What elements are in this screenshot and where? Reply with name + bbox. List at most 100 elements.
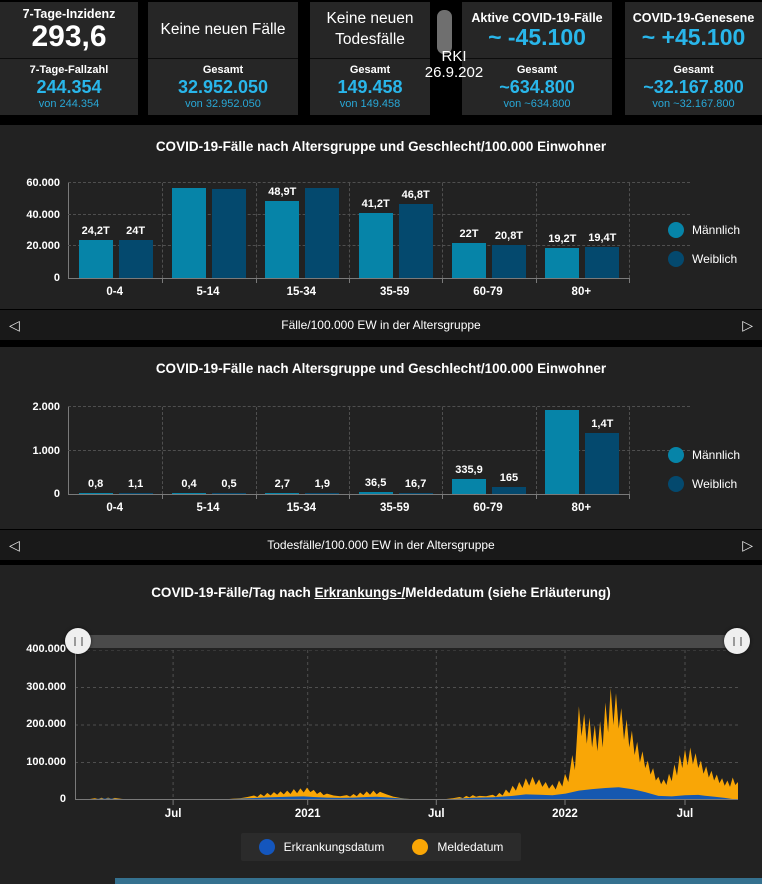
axis-tick bbox=[162, 278, 164, 283]
bar-weiblich-15-34[interactable] bbox=[305, 187, 340, 278]
area-erkrankungsdatum[interactable] bbox=[75, 787, 738, 800]
card-sub-value: ~32.167.800 bbox=[643, 76, 744, 97]
card-message: Keine neuen Todesfälle bbox=[326, 10, 414, 48]
bar-weiblich-5-14[interactable] bbox=[211, 492, 246, 494]
cases-footer-label: Fälle/100.000 EW in der Altersgruppe bbox=[281, 318, 481, 332]
time-range-slider-handle-left[interactable] bbox=[65, 628, 91, 654]
bar-group-5-14: 0,4 0,5 bbox=[162, 407, 255, 494]
barwrap: 1,9 bbox=[305, 407, 340, 494]
card-aktive-faelle[interactable]: Aktive COVID-19-Fälle ~ -45.100 Gesamt ~… bbox=[462, 2, 612, 115]
prev-chart-arrow-icon[interactable]: ◁ bbox=[9, 317, 20, 333]
gridline bbox=[255, 407, 257, 494]
timeline-area-chart[interactable] bbox=[75, 650, 738, 806]
bar-weiblich-35-59[interactable] bbox=[398, 203, 433, 278]
erkrankungsdatum-link[interactable]: Erkrankungs-/ bbox=[314, 585, 406, 600]
barwrap: 1,4T bbox=[585, 407, 620, 494]
legend-item-weiblich[interactable]: Weiblich bbox=[668, 476, 740, 492]
scrollbar-thumb[interactable] bbox=[437, 10, 452, 54]
barwrap: 20,8T bbox=[491, 183, 526, 278]
time-range-slider-track[interactable] bbox=[72, 635, 742, 648]
bar-weiblich-60-79[interactable] bbox=[491, 245, 526, 278]
watermark-line1: RKI bbox=[441, 48, 467, 65]
barwrap: 16,7 bbox=[398, 407, 433, 494]
bar-männlich-35-59[interactable] bbox=[358, 492, 393, 494]
bar-value-label: 0,5 bbox=[221, 477, 237, 490]
deaths-footer-label: Todesfälle/100.000 EW in der Altersgrupp… bbox=[267, 538, 495, 552]
legend-item-erkrankungsdatum[interactable]: Erkrankungsdatum bbox=[258, 839, 384, 855]
bar-weiblich-0-4[interactable] bbox=[118, 240, 153, 278]
gridline bbox=[162, 407, 164, 494]
card-7-tage-inzidenz[interactable]: 7-Tage-Inzidenz 293,6 7-Tage-Fallzahl 24… bbox=[0, 2, 138, 115]
deaths-x-axis-labels: 0-4 5-14 15-34 35-59 60-79 80+ bbox=[68, 502, 628, 514]
y-tick-label: 400.000 bbox=[26, 643, 66, 655]
card-sub-label: 7-Tage-Fallzahl bbox=[29, 63, 109, 76]
chart-title: COVID-19-Fälle nach Altersgruppe und Ges… bbox=[155, 139, 607, 154]
card-neue-todesfaelle[interactable]: Keine neuen Todesfälle Gesamt 149.458 vo… bbox=[310, 2, 430, 115]
y-tick-label: 40.000 bbox=[26, 208, 60, 221]
bar-männlich-60-79[interactable] bbox=[451, 243, 486, 278]
card-message: Keine neuen Fälle bbox=[160, 20, 286, 38]
x-category-label: 0-4 bbox=[106, 286, 123, 298]
bar-männlich-0-4[interactable] bbox=[78, 239, 113, 278]
barwrap: 1,1 bbox=[118, 407, 153, 494]
barwrap: 48,9T bbox=[265, 183, 300, 278]
legend-item-männlich[interactable]: Männlich bbox=[668, 222, 740, 238]
barwrap: 0,5 bbox=[211, 407, 246, 494]
bar-value-label: 24,2T bbox=[81, 224, 110, 237]
card-sub-label: Gesamt bbox=[673, 63, 714, 76]
bar-weiblich-35-59[interactable] bbox=[398, 492, 433, 494]
card-sub-label: Gesamt bbox=[349, 63, 391, 76]
legend-item-weiblich[interactable]: Weiblich bbox=[668, 251, 740, 267]
area-meldedatum[interactable] bbox=[75, 688, 738, 800]
cases-gender-legend: Männlich Weiblich bbox=[668, 222, 740, 267]
legend-item-meldedatum[interactable]: Meldedatum bbox=[412, 839, 503, 855]
bar-weiblich-80+[interactable] bbox=[585, 433, 620, 494]
bar-männlich-80+[interactable] bbox=[545, 247, 580, 278]
bar-value-label: 1,1 bbox=[128, 477, 144, 490]
bar-weiblich-15-34[interactable] bbox=[305, 492, 340, 494]
bar-männlich-35-59[interactable] bbox=[358, 212, 393, 278]
axis-tick bbox=[442, 494, 444, 499]
card-neue-faelle[interactable]: Keine neuen Fälle Gesamt 32.952.050 von … bbox=[148, 2, 298, 115]
y-tick-label: 0 bbox=[59, 793, 66, 805]
legend-item-männlich[interactable]: Männlich bbox=[668, 447, 740, 463]
barwrap: 24,2T bbox=[78, 183, 113, 278]
title-prefix: COVID-19-Fälle/Tag nach bbox=[151, 585, 315, 600]
bar-value-label: 24T bbox=[126, 225, 146, 237]
bar-männlich-15-34[interactable] bbox=[265, 200, 300, 278]
bar-group-35-59: 41,2T 46,8T bbox=[349, 183, 442, 278]
barwrap: 19,4T bbox=[585, 183, 620, 278]
bar-männlich-0-4[interactable] bbox=[78, 492, 113, 494]
y-tick-label: 300.000 bbox=[26, 680, 66, 693]
bar-männlich-5-14[interactable] bbox=[171, 492, 206, 494]
card-genesene[interactable]: COVID-19-Genesene ~ +45.100 Gesamt ~32.1… bbox=[625, 2, 762, 115]
bar-weiblich-60-79[interactable] bbox=[491, 486, 526, 494]
bar-weiblich-5-14[interactable] bbox=[211, 188, 246, 278]
x-category-label: 5-14 bbox=[196, 502, 220, 514]
barwrap: 46,8T bbox=[398, 183, 433, 278]
card-value: ~ -45.100 bbox=[488, 23, 586, 50]
bar-männlich-15-34[interactable] bbox=[265, 492, 300, 494]
bar-value-label: 1,4T bbox=[591, 418, 614, 431]
next-chart-arrow-icon[interactable]: ▷ bbox=[742, 317, 753, 333]
bar-weiblich-0-4[interactable] bbox=[118, 492, 153, 494]
bar-männlich-60-79[interactable] bbox=[451, 479, 486, 494]
gridline bbox=[68, 182, 690, 183]
time-range-slider-handle-right[interactable] bbox=[724, 628, 750, 654]
bar-value-label: 165 bbox=[499, 471, 519, 484]
prev-chart-arrow-icon[interactable]: ◁ bbox=[9, 537, 20, 553]
y-tick-label: 0 bbox=[53, 488, 60, 500]
bar-männlich-80+[interactable] bbox=[545, 410, 580, 494]
timeline-legend-wrap: Erkrankungsdatum Meldedatum bbox=[0, 833, 762, 861]
bar-value-label: 0,4 bbox=[181, 477, 197, 490]
gridline bbox=[442, 407, 444, 494]
bar-männlich-5-14[interactable] bbox=[171, 187, 206, 278]
cases-footer: ◁ Fälle/100.000 EW in der Altersgruppe ▷ bbox=[0, 309, 762, 340]
next-chart-arrow-icon[interactable]: ▷ bbox=[742, 537, 753, 553]
slider-grip-icon bbox=[73, 636, 83, 646]
bar-weiblich-80+[interactable] bbox=[585, 247, 620, 278]
bar-value-label: 22T bbox=[459, 228, 479, 241]
bar-group-60-79: 335,9 165 bbox=[442, 407, 535, 494]
card-title: Aktive COVID-19-Fälle bbox=[471, 10, 603, 25]
